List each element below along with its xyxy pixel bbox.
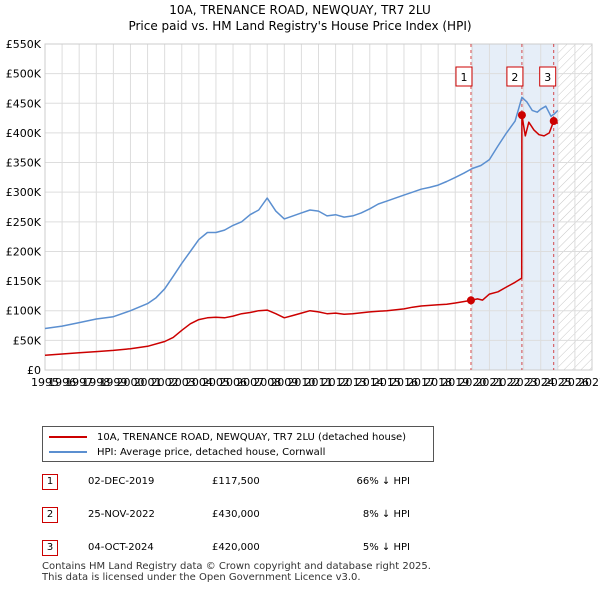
legend-label-hpi: HPI: Average price, detached house, Corn… <box>97 446 326 458</box>
highlight-period <box>470 44 558 370</box>
footer: Contains HM Land Registry data © Crown c… <box>42 561 431 583</box>
x-tick-label: 2024 <box>527 376 555 389</box>
x-tick-label: 2027 <box>578 376 600 389</box>
legend: 10A, TRENANCE ROAD, NEWQUAY, TR7 2LU (de… <box>42 426 434 462</box>
x-tick-label: 2009 <box>270 376 298 389</box>
footer-line-licence: This data is licensed under the Open Gov… <box>42 572 361 583</box>
x-tick-label: 2018 <box>424 376 452 389</box>
legend-label-property: 10A, TRENANCE ROAD, NEWQUAY, TR7 2LU (de… <box>97 431 407 443</box>
y-tick-label: £550K <box>6 38 42 51</box>
y-tick-label: £50K <box>13 334 42 347</box>
transaction-badge: 1 <box>42 474 58 490</box>
marker-box <box>539 66 557 87</box>
transaction-badge: 3 <box>42 540 58 556</box>
plot-frame <box>44 43 593 371</box>
x-tick-label: 2013 <box>339 376 367 389</box>
transaction-date: 04-OCT-2024 <box>88 542 154 553</box>
legend-swatch-hpi <box>49 451 87 453</box>
x-tick-label: 1999 <box>99 376 127 389</box>
y-tick-label: £150K <box>6 275 42 288</box>
transaction-hpi: 5% ↓ HPI <box>362 542 410 553</box>
sale-point <box>549 117 558 126</box>
table-row: 3 04-OCT-2024 £420,000 5% ↓ HPI <box>40 540 440 560</box>
transaction-price: £430,000 <box>212 509 260 520</box>
marker-label: 3 <box>544 71 551 84</box>
y-tick-label: £0 <box>27 364 41 377</box>
table-row: 2 25-NOV-2022 £430,000 8% ↓ HPI <box>40 507 440 527</box>
x-tick-label: 1995 <box>31 376 59 389</box>
x-tick-label: 1998 <box>82 376 110 389</box>
transaction-price: £117,500 <box>212 476 260 487</box>
x-tick-label: 2004 <box>185 376 213 389</box>
x-tick-label: 2000 <box>116 376 144 389</box>
x-tick-label: 2001 <box>134 376 162 389</box>
chart-subtitle: Price paid vs. HM Land Registry's House … <box>128 19 471 33</box>
marker-label: 2 <box>511 71 518 84</box>
marker-box <box>455 66 473 87</box>
table-row: 1 02-DEC-2019 £117,500 66% ↓ HPI <box>40 474 440 494</box>
marker-box <box>506 66 524 87</box>
x-tick-label: 2016 <box>390 376 418 389</box>
series-line-hpi <box>44 96 559 330</box>
x-tick-label: 2002 <box>151 376 179 389</box>
chart-title: 10A, TRENANCE ROAD, NEWQUAY, TR7 2LU <box>169 3 430 17</box>
legend-swatch-property <box>49 436 87 438</box>
marker-label: 1 <box>460 71 467 84</box>
x-tick-label: 2019 <box>441 376 469 389</box>
x-tick-label: 2023 <box>510 376 538 389</box>
x-tick-label: 2025 <box>544 376 572 389</box>
transaction-price: £420,000 <box>212 542 260 553</box>
x-tick-label: 1996 <box>48 376 76 389</box>
transaction-hpi: 66% ↓ HPI <box>356 476 410 487</box>
x-tick-label: 2021 <box>475 376 503 389</box>
x-tick-label: 2008 <box>253 376 281 389</box>
x-tick-label: 2014 <box>356 376 384 389</box>
x-tick-label: 2011 <box>305 376 333 389</box>
x-tick-label: 2003 <box>168 376 196 389</box>
transaction-date: 25-NOV-2022 <box>88 509 155 520</box>
series-line-property <box>44 114 559 356</box>
transaction-badge: 2 <box>42 507 58 523</box>
x-tick-label: 2010 <box>287 376 315 389</box>
y-tick-label: £300K <box>6 186 42 199</box>
x-tick-label: 2006 <box>219 376 247 389</box>
x-tick-label: 2012 <box>322 376 350 389</box>
x-tick-label: 2015 <box>373 376 401 389</box>
x-tick-label: 2017 <box>407 376 435 389</box>
legend-item-property: 10A, TRENANCE ROAD, NEWQUAY, TR7 2LU (de… <box>49 430 406 444</box>
footer-line-copyright: Contains HM Land Registry data © Crown c… <box>42 561 431 572</box>
y-tick-label: £250K <box>6 216 42 229</box>
sale-point <box>517 111 526 120</box>
transaction-date: 02-DEC-2019 <box>88 476 155 487</box>
x-tick-label: 2005 <box>202 376 230 389</box>
sale-point <box>466 296 475 305</box>
y-tick-label: £400K <box>6 127 42 140</box>
y-tick-label: £500K <box>6 68 42 81</box>
y-tick-label: £100K <box>6 305 42 318</box>
y-tick-label: £200K <box>6 245 42 258</box>
x-tick-label: 2022 <box>493 376 521 389</box>
transaction-hpi: 8% ↓ HPI <box>362 509 410 520</box>
y-tick-label: £350K <box>6 157 42 170</box>
legend-item-hpi: HPI: Average price, detached house, Corn… <box>49 445 325 459</box>
x-tick-label: 2007 <box>236 376 264 389</box>
x-tick-label: 2020 <box>458 376 486 389</box>
x-tick-label: 2026 <box>561 376 589 389</box>
y-tick-label: £450K <box>6 97 42 110</box>
x-tick-label: 1997 <box>65 376 93 389</box>
